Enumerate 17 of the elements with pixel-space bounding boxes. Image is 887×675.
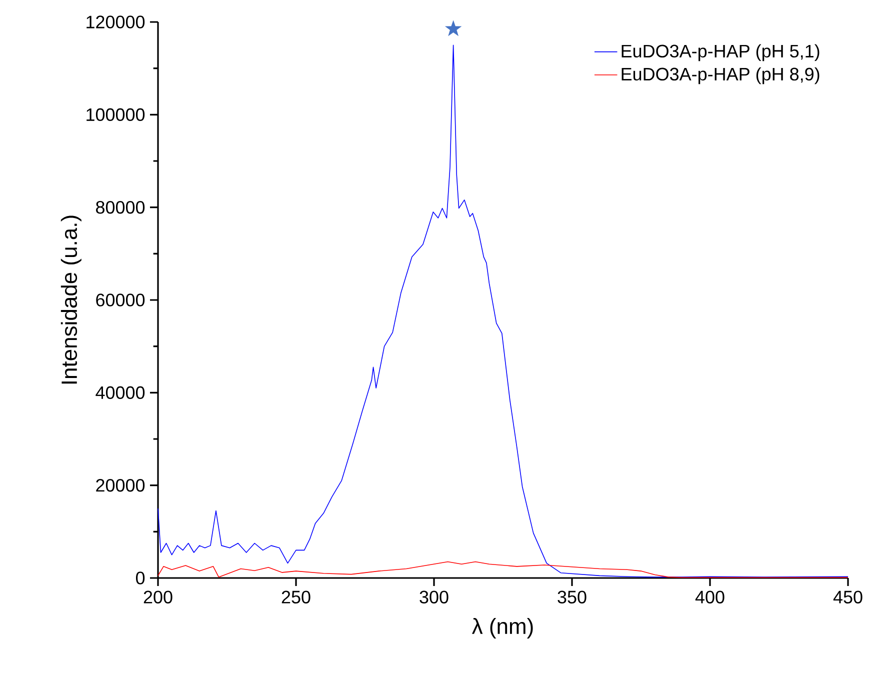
legend-label: EuDO3A-p-HAP (pH 5,1): [622, 44, 820, 62]
y-tick-label: 0: [136, 572, 145, 584]
y-tick-label: 100000: [86, 108, 145, 122]
x-tick-label: 450: [833, 590, 862, 604]
y-tick-label: 60000: [96, 294, 145, 306]
y-tick-label: 20000: [96, 478, 145, 492]
y-tick-label: 40000: [96, 386, 145, 400]
legend-label: EuDO3A-p-HAP (pH 8,9): [622, 67, 820, 84]
y-axis-title: Intensidade (u.a.): [60, 216, 82, 384]
x-axis-title: λ (nm): [472, 618, 533, 638]
x-tick-label: 400: [695, 590, 724, 604]
y-tick-label: 120000: [86, 16, 145, 28]
x-tick-label: 200: [144, 590, 172, 604]
x-tick-label: 300: [420, 590, 448, 604]
y-tick-label: 80000: [96, 200, 145, 214]
x-tick-label: 350: [558, 590, 586, 604]
x-tick-label: 250: [282, 590, 310, 604]
